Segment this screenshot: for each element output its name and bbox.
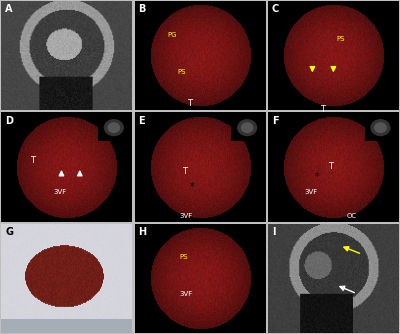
Text: H: H <box>138 227 146 237</box>
Text: T: T <box>320 105 325 114</box>
Text: E: E <box>138 116 145 126</box>
Text: C: C <box>272 4 279 14</box>
Text: *: * <box>190 182 194 192</box>
Text: B: B <box>138 4 146 14</box>
Text: OC: OC <box>346 213 356 219</box>
Text: F: F <box>272 116 278 126</box>
Text: T: T <box>328 162 333 171</box>
Text: 3VF: 3VF <box>304 189 318 195</box>
Text: PS: PS <box>178 69 186 75</box>
Text: T: T <box>187 100 192 109</box>
Text: *: * <box>315 172 320 182</box>
Text: PS: PS <box>336 36 344 42</box>
Text: T: T <box>30 156 35 165</box>
Text: A: A <box>5 4 13 14</box>
Text: 3VF: 3VF <box>54 189 67 195</box>
Text: PS: PS <box>179 254 188 260</box>
Text: 3VF: 3VF <box>179 292 192 298</box>
Text: D: D <box>5 116 13 126</box>
Text: G: G <box>5 227 13 237</box>
Text: 3VF: 3VF <box>179 213 192 219</box>
Text: T: T <box>182 167 187 176</box>
Text: I: I <box>272 227 275 237</box>
Text: PG: PG <box>167 32 177 38</box>
